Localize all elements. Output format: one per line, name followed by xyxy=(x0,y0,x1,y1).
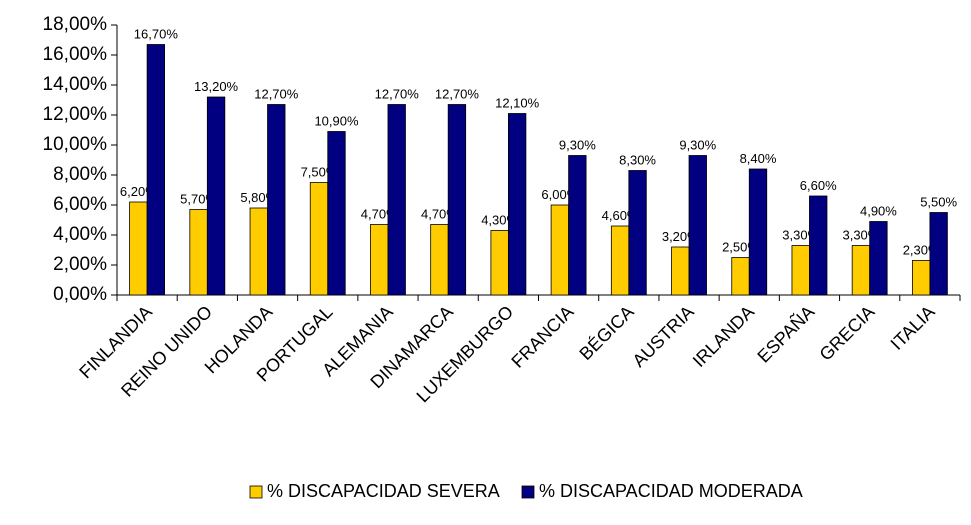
bar xyxy=(748,168,768,296)
bar xyxy=(370,224,389,296)
value-label: 8,40% xyxy=(740,151,777,166)
x-tick-label: AUSTRIA xyxy=(629,302,698,371)
y-tick-label: 16,00% xyxy=(43,44,108,65)
value-label: 8,30% xyxy=(619,153,656,168)
value-label: 5,50% xyxy=(920,195,957,210)
bar xyxy=(610,225,630,296)
y-tick-label: 12,00% xyxy=(43,104,108,125)
value-label: 9,30% xyxy=(559,138,596,153)
bar xyxy=(387,104,406,296)
value-label: 13,20% xyxy=(194,79,239,94)
bar xyxy=(267,104,286,296)
bar xyxy=(249,207,268,296)
y-tick-label: 18,00% xyxy=(43,14,108,35)
x-tick-label: FRANCIA xyxy=(507,302,577,372)
x-tick-label: IRLANDA xyxy=(689,302,758,371)
bar xyxy=(671,246,690,296)
y-tick-label: 0,00% xyxy=(53,284,107,305)
bar xyxy=(731,257,750,296)
bar xyxy=(911,260,931,296)
value-label: 12,70% xyxy=(435,87,480,102)
bar xyxy=(688,155,707,296)
y-tick-label: 10,00% xyxy=(43,134,108,155)
bar xyxy=(189,209,208,296)
y-tick-label: 4,00% xyxy=(53,224,107,245)
bar xyxy=(791,245,810,296)
bar xyxy=(550,204,570,296)
legend-swatch xyxy=(521,485,535,499)
bar xyxy=(929,212,948,296)
value-label: 10,90% xyxy=(314,114,359,129)
bar xyxy=(507,113,527,296)
bar xyxy=(568,155,587,296)
x-tick-label: BÉGICA xyxy=(575,302,637,364)
bar xyxy=(809,195,828,296)
y-tick-label: 2,00% xyxy=(53,254,107,275)
bar xyxy=(309,182,329,296)
bar xyxy=(628,170,647,296)
y-tick-label: 14,00% xyxy=(43,74,108,95)
bar xyxy=(447,104,467,296)
bar xyxy=(146,44,166,296)
legend-label: % DISCAPACIDAD MODERADA xyxy=(539,481,803,501)
x-tick-label: GRECIA xyxy=(816,302,879,365)
bar xyxy=(430,224,449,296)
bar xyxy=(869,221,888,296)
bar xyxy=(851,245,871,296)
value-label: 4,90% xyxy=(860,204,897,219)
x-tick-label: ESPAÑA xyxy=(753,301,819,367)
legend-label: % DISCAPACIDAD SEVERA xyxy=(267,481,500,501)
value-label: 12,70% xyxy=(375,87,420,102)
x-tick-label: ITALIA xyxy=(887,302,939,354)
value-label: 6,60% xyxy=(800,178,837,193)
value-label: 12,70% xyxy=(254,87,299,102)
value-label: 9,30% xyxy=(679,138,716,153)
y-tick-label: 8,00% xyxy=(53,164,107,185)
bar xyxy=(327,131,346,296)
legend-swatch xyxy=(249,485,263,499)
y-tick-label: 6,00% xyxy=(53,194,107,215)
value-label: 16,70% xyxy=(134,27,179,42)
bar xyxy=(490,230,509,296)
bar xyxy=(206,96,226,296)
bar xyxy=(129,201,148,296)
value-label: 12,10% xyxy=(495,96,540,111)
